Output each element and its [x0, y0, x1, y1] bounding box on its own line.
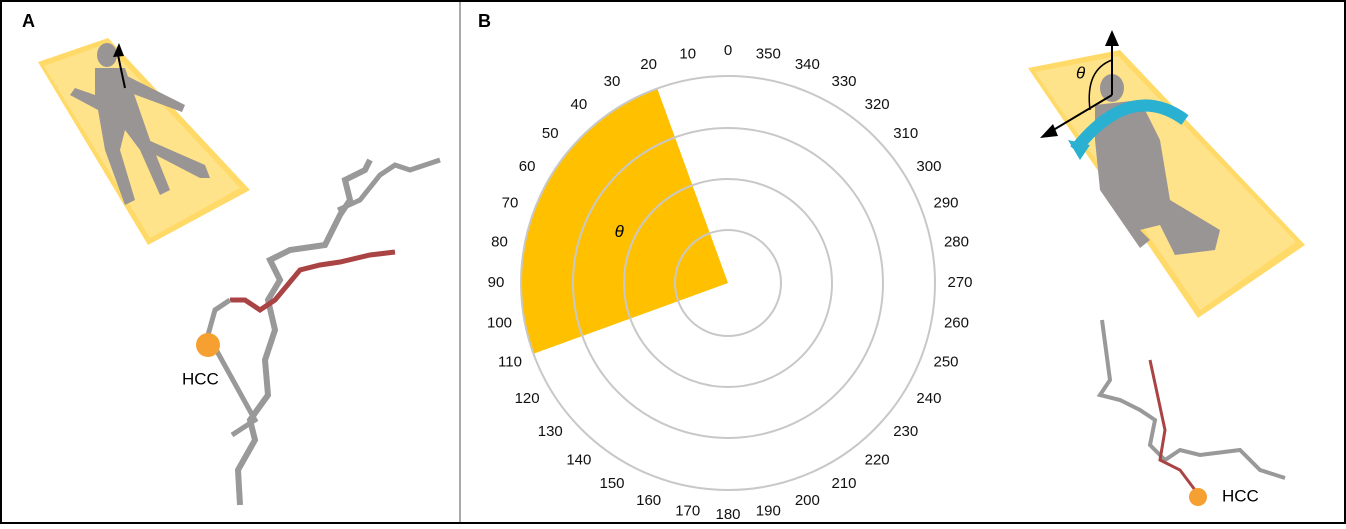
hcc-label: HCC — [182, 369, 219, 388]
hcc-label: HCC — [1222, 486, 1259, 505]
angle-label: 40 — [571, 96, 588, 113]
angle-label: 260 — [944, 314, 969, 331]
angle-label: 80 — [491, 234, 508, 251]
angle-label: 170 — [675, 502, 700, 519]
angle-label: 10 — [679, 45, 696, 62]
angle-label: 0 — [724, 42, 732, 59]
angle-label: 180 — [715, 506, 740, 523]
panel-label: B — [478, 11, 491, 31]
angle-label: 310 — [893, 125, 918, 142]
angle-label: 120 — [515, 390, 540, 407]
angle-label: 230 — [893, 423, 918, 440]
angle-label: 150 — [599, 475, 624, 492]
angle-label: 190 — [756, 502, 781, 519]
angle-label: 240 — [916, 390, 941, 407]
angle-label: 200 — [795, 492, 820, 509]
sector-label: θ — [615, 222, 625, 241]
tumor — [196, 333, 220, 357]
figure: A B HCC θ HCC θ 0 10 20 30 40 50 60 70 80 90 100 110… — [0, 0, 1346, 524]
angle-label: 50 — [542, 125, 559, 142]
angle-label: 290 — [933, 195, 958, 212]
angle-label: 250 — [933, 353, 958, 370]
angle-label: 160 — [636, 492, 661, 509]
angle-label: 110 — [498, 353, 522, 370]
angle-label: 60 — [519, 158, 536, 175]
angle-label: 90 — [488, 274, 505, 291]
angle-symbol: θ — [1076, 63, 1086, 82]
angle-label: 320 — [865, 96, 890, 113]
angle-label: 220 — [865, 452, 890, 469]
angle-label: 100 — [487, 314, 512, 331]
tumor — [1189, 488, 1207, 506]
angle-label: 330 — [831, 73, 856, 90]
angle-label: 300 — [916, 158, 941, 175]
angle-label: 30 — [604, 73, 621, 90]
panel-label: A — [22, 11, 35, 31]
angle-label: 350 — [756, 45, 781, 62]
angle-label: 340 — [795, 56, 820, 73]
angle-label: 280 — [944, 234, 969, 251]
angle-label: 130 — [538, 423, 563, 440]
angle-label: 270 — [947, 274, 972, 291]
angle-label: 210 — [831, 475, 856, 492]
angle-label: 70 — [502, 195, 519, 212]
angle-label: 140 — [566, 452, 591, 469]
angle-label: 20 — [640, 56, 657, 73]
